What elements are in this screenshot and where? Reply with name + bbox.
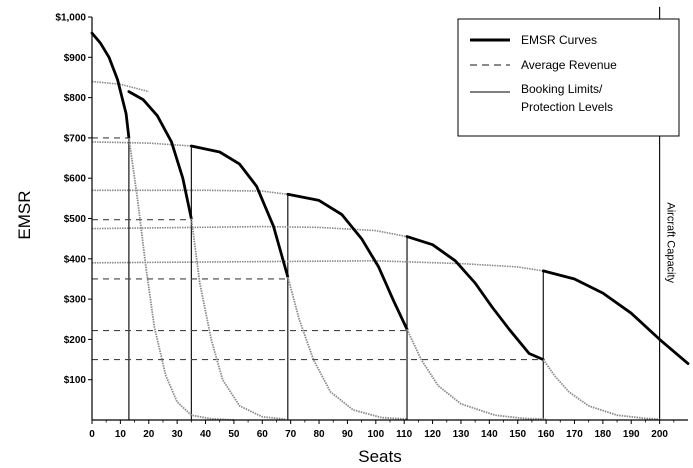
x-tick-label: 170 bbox=[566, 429, 583, 440]
emsr-curve-solid bbox=[189, 144, 290, 279]
x-tick-label: 180 bbox=[595, 429, 612, 440]
x-tick-label: 50 bbox=[228, 429, 240, 440]
x-tick-label: 90 bbox=[342, 429, 354, 440]
x-tick-label: 160 bbox=[538, 429, 555, 440]
y-tick-label: $100 bbox=[64, 375, 87, 386]
emsr-continuation-line bbox=[91, 141, 192, 147]
y-tick-label: $300 bbox=[64, 295, 87, 306]
x-tick-label: 100 bbox=[367, 429, 384, 440]
x-tick-label: 80 bbox=[313, 429, 325, 440]
y-tick-label: $200 bbox=[64, 335, 87, 346]
y-tick-label: $900 bbox=[64, 53, 87, 64]
y-tick-label: $500 bbox=[64, 214, 87, 225]
emsr-continuation-line bbox=[91, 80, 149, 93]
x-axis-title: Seats bbox=[358, 447, 401, 466]
x-tick-label: 200 bbox=[651, 429, 668, 440]
x-tick-label: 20 bbox=[143, 429, 155, 440]
x-tick-label: 0 bbox=[89, 429, 95, 440]
legend-label-limits-line1: Booking Limits/ bbox=[521, 82, 603, 96]
y-tick-label: $400 bbox=[64, 254, 87, 265]
emsr-curve-tail bbox=[286, 276, 408, 421]
aircraft-capacity-label: Aircraft Capacity bbox=[665, 202, 677, 283]
x-tick-label: 190 bbox=[623, 429, 640, 440]
emsr-curve-tail bbox=[190, 218, 286, 421]
emsr-curve-tail bbox=[542, 359, 660, 421]
x-tick-label: 150 bbox=[509, 429, 526, 440]
emsr-curve-solid bbox=[405, 235, 545, 362]
emsr-continuation-line bbox=[91, 225, 408, 238]
legend: EMSR Curves Average Revenue Booking Limi… bbox=[457, 18, 680, 137]
x-tick-label: 40 bbox=[200, 429, 212, 440]
emsr-curve-solid bbox=[127, 90, 193, 220]
emsr-continuation-line bbox=[91, 259, 544, 272]
x-tick-label: 70 bbox=[285, 429, 297, 440]
x-tick-label: 120 bbox=[424, 429, 441, 440]
emsr-curve-solid bbox=[90, 31, 131, 140]
x-tick-label: 130 bbox=[453, 429, 470, 440]
y-tick-label: $800 bbox=[64, 93, 87, 104]
y-tick-label: $600 bbox=[64, 174, 87, 185]
x-tick-label: 140 bbox=[481, 429, 498, 440]
legend-label-average: Average Revenue bbox=[521, 58, 617, 72]
emsr-curve-tail bbox=[406, 328, 547, 421]
x-tick-label: 60 bbox=[257, 429, 269, 440]
emsr-curve-tail bbox=[128, 137, 234, 421]
y-tick-label: $700 bbox=[64, 133, 87, 144]
y-tick-label: $1,000 bbox=[55, 13, 86, 24]
emsr-curve-solid bbox=[541, 269, 690, 366]
x-tick-label: 110 bbox=[396, 429, 413, 440]
y-axis-title: EMSR bbox=[15, 190, 34, 239]
emsr-continuation-line bbox=[92, 189, 288, 196]
emsr-curve-solid bbox=[286, 192, 409, 331]
x-tick-label: 30 bbox=[172, 429, 184, 440]
legend-label-emsr: EMSR Curves bbox=[521, 33, 597, 47]
x-tick-label: 10 bbox=[115, 429, 127, 440]
legend-label-limits-line2: Protection Levels bbox=[521, 100, 613, 114]
